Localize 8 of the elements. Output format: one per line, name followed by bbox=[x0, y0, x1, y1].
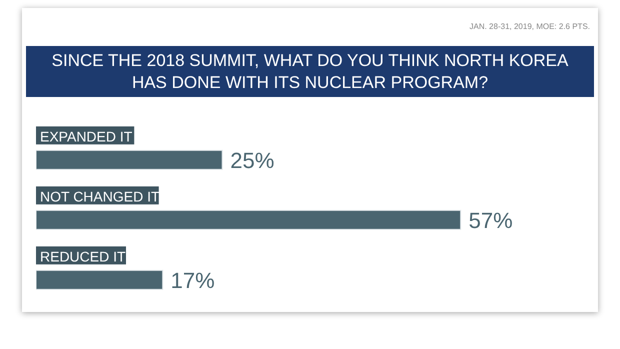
text: JAN. 28-31, 2019, MOE: 2.6 PTS. bbox=[470, 22, 590, 31]
y-tick-label: EXPANDED IT bbox=[40, 128, 133, 144]
chart-title: SINCE THE 2018 SUMMIT, WHAT DO YOU THINK NORTH KOREA HAS DONE WITH ITS NUCLEAR PROGRAM? bbox=[50, 50, 570, 94]
y-tick-label: NOT CHANGED IT bbox=[40, 188, 160, 204]
data-label: 25% bbox=[230, 148, 274, 173]
data-label: 57% bbox=[468, 208, 513, 233]
y-tick-label: REDUCED IT bbox=[40, 248, 126, 264]
data-label: 17% bbox=[170, 268, 215, 293]
